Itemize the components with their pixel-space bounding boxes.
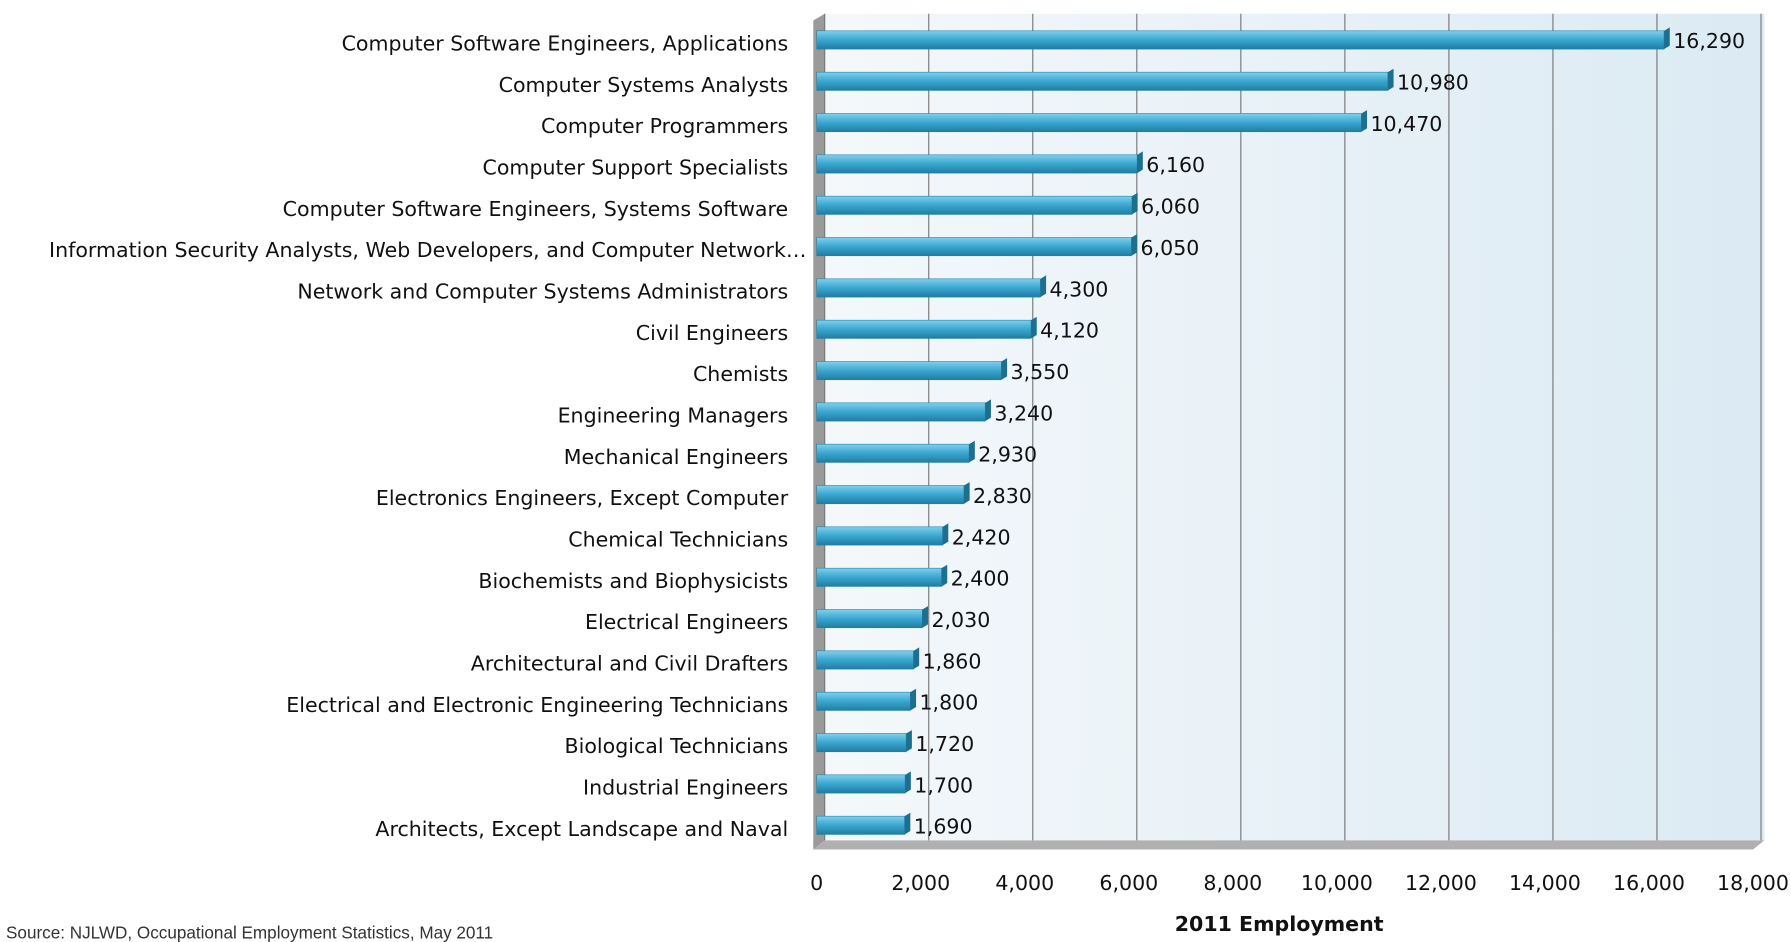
y-tick-label: Industrial Engineers xyxy=(583,776,788,800)
x-tick-label: 8,000 xyxy=(1203,871,1262,895)
bar-end xyxy=(1040,275,1047,298)
y-tick-label: Civil Engineers xyxy=(636,321,788,345)
bar xyxy=(816,774,906,794)
bar-end xyxy=(1131,234,1138,256)
x-tick-label: 16,000 xyxy=(1613,871,1685,895)
bar xyxy=(816,278,1041,298)
y-tick-label: Mechanical Engineers xyxy=(564,445,788,469)
data-label: 1,700 xyxy=(914,773,973,797)
data-label: 6,050 xyxy=(1141,236,1200,260)
data-label: 2,830 xyxy=(973,484,1032,508)
y-tick-label: Architectural and Civil Drafters xyxy=(471,652,788,676)
y-tick-label: Computer Systems Analysts xyxy=(499,73,789,97)
bar xyxy=(816,195,1133,215)
data-label: 2,400 xyxy=(951,567,1010,591)
data-label: 16,290 xyxy=(1673,29,1745,53)
bar-end xyxy=(1137,151,1143,174)
bar-end xyxy=(906,730,912,752)
data-label: 2,030 xyxy=(931,608,990,632)
bar xyxy=(816,567,942,587)
data-label: 6,060 xyxy=(1141,195,1200,219)
bar xyxy=(816,361,1002,381)
bar xyxy=(816,650,914,670)
bar-end xyxy=(910,688,917,711)
bar-end xyxy=(1031,316,1037,339)
y-tick-label: Computer Programmers xyxy=(541,114,788,138)
bar xyxy=(816,609,923,629)
x-axis-title: 2011 Employment xyxy=(1175,912,1384,936)
y-tick-label: Computer Software Engineers, Systems Sof… xyxy=(283,197,789,221)
x-tick-label: 14,000 xyxy=(1509,871,1581,895)
data-label: 10,980 xyxy=(1397,71,1469,95)
bar-end xyxy=(904,812,911,835)
bar-end xyxy=(1387,68,1394,91)
bar xyxy=(816,485,965,505)
x-tick-label: 0 xyxy=(810,871,823,895)
bar-end xyxy=(963,482,970,504)
data-label: 10,470 xyxy=(1370,112,1442,136)
y-tick-label: Information Security Analysts, Web Devel… xyxy=(49,238,806,262)
bar xyxy=(816,402,986,422)
bar-end xyxy=(913,647,920,670)
y-tick-label: Electrical and Electronic Engineering Te… xyxy=(286,693,788,717)
bar-end xyxy=(985,399,991,422)
bar-end xyxy=(1001,358,1008,380)
data-label: 4,120 xyxy=(1040,319,1099,343)
x-tick-label: 18,000 xyxy=(1717,871,1789,895)
y-tick-label: Chemical Technicians xyxy=(568,528,788,552)
data-label: 1,800 xyxy=(919,691,978,715)
source-note: Source: NJLWD, Occupational Employment S… xyxy=(6,924,493,942)
y-tick-label: Chemists xyxy=(693,362,788,386)
bar xyxy=(816,319,1032,339)
x-tick-label: 4,000 xyxy=(995,871,1054,895)
data-label: 1,720 xyxy=(915,732,974,756)
bar xyxy=(816,237,1132,257)
plot-floor xyxy=(813,840,1765,850)
bar xyxy=(816,526,943,546)
y-tick-label: Computer Software Engineers, Application… xyxy=(342,32,789,56)
y-tick-label: Engineering Managers xyxy=(558,404,789,428)
bar xyxy=(816,815,905,835)
y-tick-label: Electronics Engineers, Except Computer xyxy=(376,486,789,510)
x-tick-label: 12,000 xyxy=(1405,871,1477,895)
bar-end xyxy=(941,564,948,587)
data-label: 6,160 xyxy=(1146,153,1205,177)
bar-end xyxy=(1361,110,1368,132)
bar xyxy=(816,733,907,753)
bar xyxy=(816,30,1665,50)
bar-end xyxy=(905,771,911,794)
y-tick-label: Biochemists and Biophysicists xyxy=(478,569,788,593)
data-label: 1,690 xyxy=(914,815,973,839)
data-label: 2,420 xyxy=(952,525,1011,549)
bar xyxy=(816,113,1362,133)
plot-side-wall xyxy=(813,13,825,850)
data-label: 2,930 xyxy=(978,443,1037,467)
bar xyxy=(816,71,1389,91)
plot-area xyxy=(824,13,1765,841)
bar-end xyxy=(1131,192,1138,215)
y-tick-label: Network and Computer Systems Administrat… xyxy=(297,280,788,304)
y-tick-label: Computer Support Specialists xyxy=(483,156,789,180)
x-tick-label: 6,000 xyxy=(1099,871,1158,895)
y-tick-label: Electrical Engineers xyxy=(585,610,788,634)
x-tick-label: 10,000 xyxy=(1301,871,1373,895)
data-label: 3,550 xyxy=(1011,360,1070,384)
y-tick-label: Architects, Except Landscape and Naval xyxy=(375,817,788,841)
data-label: 1,860 xyxy=(923,649,982,673)
bar xyxy=(816,154,1138,174)
y-tick-label: Biological Technicians xyxy=(565,734,789,758)
data-label: 4,300 xyxy=(1050,277,1109,301)
bar xyxy=(816,443,970,463)
bar-end xyxy=(942,523,949,546)
bar-end xyxy=(969,440,975,463)
bar-end xyxy=(1664,27,1670,50)
bar-end xyxy=(922,606,929,628)
data-label: 3,240 xyxy=(994,401,1053,425)
x-tick-label: 2,000 xyxy=(891,871,950,895)
bar xyxy=(816,691,911,711)
